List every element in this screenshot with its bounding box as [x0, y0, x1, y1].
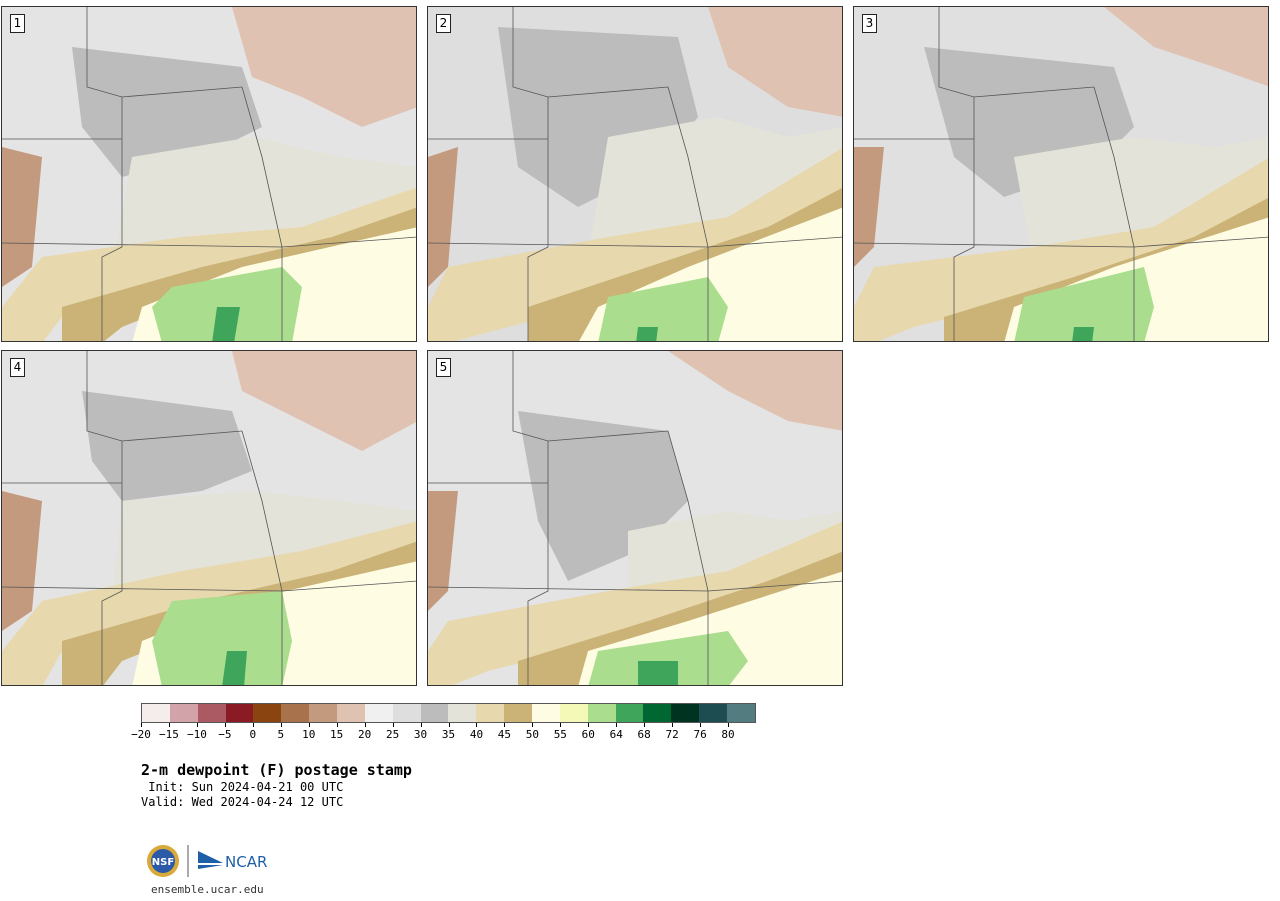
panel-number-label: 4: [10, 358, 25, 377]
colorbar-swatch: [699, 704, 728, 722]
colorbar-swatch: [532, 704, 560, 722]
ensemble-member-panel-2: 2: [427, 6, 843, 342]
colorbar-tick-label: 25: [385, 728, 400, 741]
colorbar-tick: [392, 723, 394, 727]
nsf-logo-text: NSF: [152, 857, 174, 868]
colorbar-tick: [280, 723, 282, 727]
colorbar-swatch: [225, 704, 254, 722]
colorbar-tick: [728, 723, 730, 727]
colorbar-tick-label: 20: [358, 728, 372, 741]
colorbar-tick-label: 15: [330, 728, 344, 741]
colorbar-swatch: [448, 704, 477, 722]
website-link: ensemble.ucar.edu: [151, 883, 264, 896]
colorbar-tick: [252, 723, 254, 727]
ensemble-member-panel-3: 3: [853, 6, 1269, 342]
colorbar-tick: [644, 723, 646, 727]
colorbar-tick: [196, 723, 198, 727]
colorbar-tick-label: 45: [497, 728, 512, 741]
colorbar-tick: [308, 723, 310, 727]
colorbar-swatch: [671, 704, 700, 722]
panel-number-label: 2: [436, 14, 451, 33]
colorbar-tick: [588, 723, 590, 727]
dewpoint-map-3: [854, 7, 1268, 341]
colorbar-swatch: [142, 704, 170, 722]
panel-number-label: 5: [436, 358, 451, 377]
colorbar-swatch: [309, 704, 338, 722]
colorbar-tick: [532, 723, 534, 727]
colorbar-tick-label: 55: [553, 728, 567, 741]
nsf-logo-icon: NSF NCAR: [147, 845, 267, 877]
colorbar-tick-label: 76: [693, 728, 707, 741]
colorbar-swatch: [587, 704, 616, 722]
colorbar-tick-label: 10: [302, 728, 316, 741]
colorbar-tick-label: 60: [581, 728, 595, 741]
valid-time: Valid: Wed 2024-04-24 12 UTC: [141, 795, 344, 809]
colorbar-tick: [672, 723, 674, 727]
colorbar-tick-label: 0: [249, 728, 257, 741]
colorbar-tick-label: −20: [131, 728, 151, 741]
colorbar-tick: [560, 723, 562, 727]
colorbar-tick: [476, 723, 478, 727]
init-time: Init: Sun 2024-04-21 00 UTC: [141, 780, 344, 794]
ncar-logo-text: NCAR: [225, 853, 267, 871]
panel-number-label: 3: [862, 14, 877, 33]
colorbar-swatch: [364, 704, 393, 722]
colorbar-swatch: [169, 704, 198, 722]
ensemble-member-panel-5: 5: [427, 350, 843, 686]
colorbar-tick-label: 50: [525, 728, 539, 741]
colorbar-tick-label: −5: [218, 728, 232, 741]
colorbar-tick: [168, 723, 170, 727]
colorbar-swatch: [643, 704, 672, 722]
colorbar-swatch: [476, 704, 505, 722]
ensemble-member-panel-1: 1: [1, 6, 417, 342]
colorbar-tick-label: 72: [665, 728, 679, 741]
colorbar-tick-label: −10: [186, 728, 207, 741]
colorbar-swatch: [392, 704, 421, 722]
colorbar-tick-labels: −20 −15 −10 −5 0 5 10 15 20 25 30 35 40 45 50 55 60 64 68 7…: [131, 723, 756, 743]
colorbar-swatch: [727, 704, 755, 722]
dewpoint-map-2: [428, 7, 842, 341]
ncar-logo-icon: [198, 851, 223, 863]
panel-number-label: 1: [10, 14, 25, 33]
colorbar-swatch: [197, 704, 226, 722]
colorbar-tick: [224, 723, 226, 727]
dewpoint-map-5: [428, 351, 842, 685]
colorbar-tick-label: −15: [159, 728, 179, 741]
colorbar-tick: [141, 723, 142, 727]
colorbar-swatch: [559, 704, 588, 722]
colorbar-tick-label: 80: [721, 728, 735, 741]
dewpoint-map-4: [2, 351, 416, 685]
colorbar-tick-label: 30: [413, 728, 428, 741]
colorbar-tick-label: 64: [609, 728, 623, 741]
colorbar-swatch: [337, 704, 365, 722]
colorbar-tick: [616, 723, 618, 727]
colorbar-tick-label: 35: [441, 728, 456, 741]
colorbar-swatch: [253, 704, 282, 722]
colorbar-tick: [420, 723, 422, 727]
nsf-ncar-logos: NSF NCAR: [145, 843, 275, 879]
colorbar-swatch: [504, 704, 533, 722]
colorbar-tick: [336, 723, 338, 727]
colorbar-tick-label: 5: [277, 728, 285, 741]
colorbar-tick: [700, 723, 702, 727]
colorbar-tick: [448, 723, 450, 727]
colorbar-tick-label: 40: [469, 728, 484, 741]
colorbar-swatch: [420, 704, 449, 722]
colorbar-swatch: [615, 704, 644, 722]
dewpoint-colorbar: [141, 703, 756, 723]
colorbar-swatch: [281, 704, 310, 722]
ensemble-member-panel-4: 4: [1, 350, 417, 686]
colorbar-tick-label: 68: [637, 728, 651, 741]
colorbar-tick: [364, 723, 366, 727]
dewpoint-map-1: [2, 7, 416, 341]
product-title: 2-m dewpoint (F) postage stamp: [141, 761, 412, 779]
colorbar-tick: [504, 723, 506, 727]
